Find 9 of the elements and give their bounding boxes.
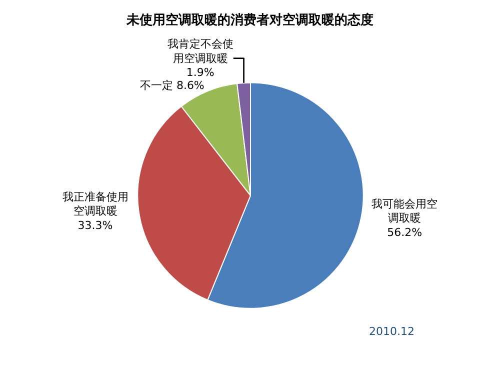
data-label: 56.2%: [387, 226, 422, 239]
slice-label: 我正准备使用空调取暖: [62, 190, 128, 218]
slice-label: 不一定 8.6%: [140, 79, 204, 92]
slice-label: 我肯定不会使用空调取暖: [167, 37, 234, 65]
data-label: 33.3%: [78, 218, 113, 232]
data-label: 1.9%: [186, 66, 214, 80]
text: 2010.12: [369, 325, 414, 338]
chart-title: 未使用空调取暖的消费者对空调取暖的态度: [126, 12, 374, 28]
slice-label: 我可能会用空调取暖: [372, 197, 438, 225]
